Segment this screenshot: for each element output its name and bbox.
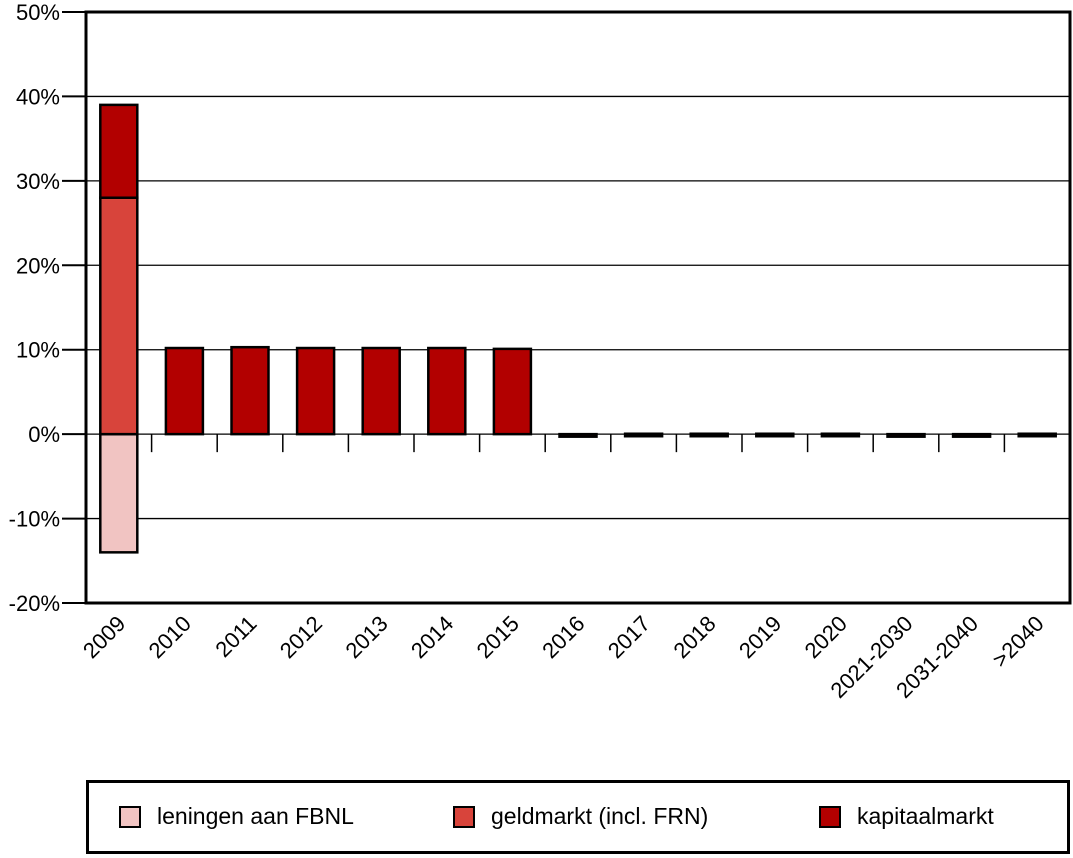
chart: 50%40%30%20%10%0%-10%-20% 2009 2010 2011 20… — [9, 0, 1072, 703]
y-tick-label: 30% — [16, 169, 60, 194]
legend-item-kapitaalmarkt: kapitaalmarkt — [819, 803, 994, 830]
plot-frame — [84, 10, 1072, 605]
x-tick-label: 2017 — [603, 611, 655, 663]
x-tick-label: 2020 — [800, 611, 852, 663]
x-tick-label: 2012 — [275, 611, 327, 663]
bar-segment — [886, 432, 926, 438]
legend-swatch-leningen — [119, 805, 141, 828]
gridlines — [86, 95, 1070, 520]
y-tick-label: -10% — [9, 507, 60, 532]
legend-label-leningen: leningen aan FBNL — [157, 803, 354, 829]
bar-segment — [230, 345, 270, 436]
bar-segment — [99, 103, 139, 199]
x-tick-label: 2016 — [537, 611, 589, 663]
bars — [99, 103, 1057, 554]
x-tick-label: 2018 — [668, 611, 720, 663]
bar-segment — [820, 432, 861, 438]
y-tick-label: 0% — [28, 422, 60, 447]
x-tick-label: 2011 — [210, 611, 261, 662]
legend-label-geldmarkt: geldmarkt (incl. FRN) — [491, 803, 709, 829]
x-tick-label: 2009 — [78, 611, 130, 663]
x-tick-label: 2010 — [144, 611, 196, 663]
y-tick-label: 10% — [16, 338, 60, 363]
y-tick-label: 40% — [16, 84, 60, 109]
legend-item-leningen: leningen aan FBNL — [119, 803, 354, 830]
bar-segment — [361, 346, 401, 436]
legend: leningen aan FBNL geldmarkt (incl. FRN) … — [86, 780, 1070, 854]
y-tick-label: -20% — [9, 591, 60, 616]
y-axis-ticks: 50% 40% 30% 20% 10% 0% -10% -20% — [9, 0, 86, 616]
legend-swatch-geldmarkt — [453, 805, 475, 828]
y-tick-label: 20% — [16, 253, 60, 278]
bar-segment — [755, 432, 795, 438]
x-tick-label: >2040 — [987, 611, 1048, 672]
bar-segment — [689, 432, 729, 438]
legend-swatch-kapitaalmarkt — [819, 805, 841, 828]
bar-segment — [1017, 432, 1057, 438]
bar-segment — [99, 196, 139, 436]
bar-segment — [427, 346, 467, 436]
bar-segment — [492, 347, 533, 436]
bar-segment — [295, 346, 336, 436]
x-axis-ticks: 2009 2010 2011 2012 2013 2014 2015 2016 2017 2018… — [78, 434, 1049, 703]
legend-label-kapitaalmarkt: kapitaalmarkt — [857, 803, 994, 829]
bar-segment — [99, 432, 139, 554]
bar-segment — [164, 346, 205, 436]
bar-segment — [558, 432, 598, 438]
x-tick-label: 2019 — [734, 611, 786, 663]
legend-item-geldmarkt: geldmarkt (incl. FRN) — [453, 803, 708, 830]
x-tick-label: 2013 — [340, 611, 392, 663]
x-tick-label: 2014 — [406, 611, 458, 663]
y-tick-label: 50% — [16, 0, 60, 25]
x-tick-label: 2015 — [472, 611, 524, 663]
bar-segment — [623, 432, 664, 438]
bar-segment — [951, 432, 992, 438]
